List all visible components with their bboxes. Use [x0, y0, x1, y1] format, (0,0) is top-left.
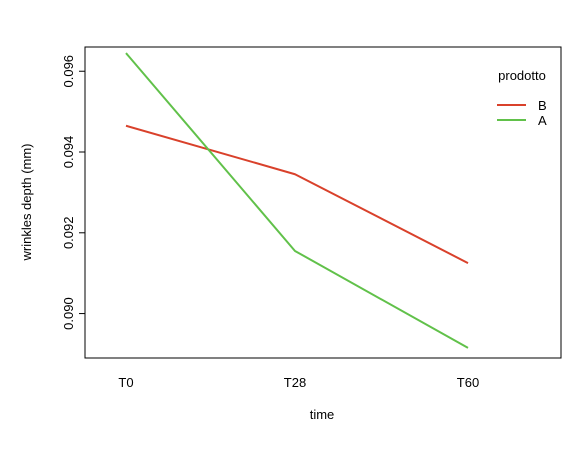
legend-label-a: A [538, 113, 547, 128]
y-axis: 0.090 0.092 0.094 0.096 [61, 55, 85, 330]
x-axis-title: time [310, 407, 335, 422]
x-axis: T0 T28 T60 [118, 375, 479, 390]
plot-frame [84, 46, 562, 359]
series-line-b [125, 124, 469, 264]
series-line-a [125, 52, 469, 349]
legend: prodotto BA [497, 68, 547, 128]
x-tick-label: T28 [284, 375, 306, 390]
y-tick-label: 0.090 [61, 297, 76, 330]
series-layer [125, 52, 469, 349]
y-tick-label: 0.094 [61, 136, 76, 169]
x-tick-label: T60 [457, 375, 479, 390]
x-tick-label: T0 [118, 375, 133, 390]
legend-title: prodotto [498, 68, 546, 83]
y-tick-label: 0.096 [61, 55, 76, 88]
y-tick-label: 0.092 [61, 217, 76, 250]
y-axis-title: wrinkles depth (mm) [19, 143, 34, 261]
legend-label-b: B [538, 98, 547, 113]
